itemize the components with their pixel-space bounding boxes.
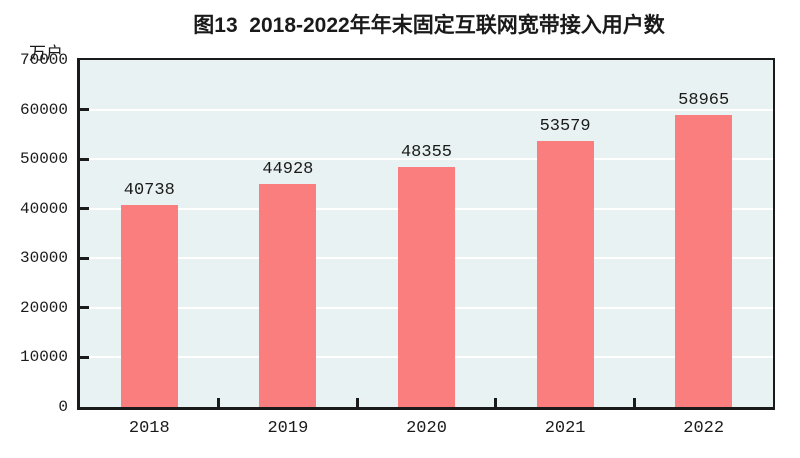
bar-value-label: 40738	[123, 181, 175, 201]
bar-value-label: 44928	[262, 160, 314, 180]
x-axis-label: 2021	[544, 419, 586, 438]
y-axis-tick	[80, 157, 89, 161]
x-axis-label: 2018	[128, 419, 170, 438]
y-axis-tick	[80, 207, 89, 211]
chart-title: 图13 2018-2022年年末固定互联网宽带接入用户数	[193, 14, 665, 37]
bar	[120, 205, 178, 407]
y-axis-tick	[80, 355, 89, 359]
plot-area: 40738 44928 48355 53579 58965	[77, 58, 775, 410]
x-axis-label: 2022	[683, 419, 725, 438]
y-tick-label: 10000	[19, 348, 68, 367]
bar	[259, 184, 317, 407]
y-tick-label: 50000	[19, 150, 68, 169]
bar	[398, 167, 455, 407]
x-axis-label: 2019	[267, 419, 309, 438]
x-axis-tick	[355, 398, 359, 407]
bar-value-label: 53579	[539, 117, 591, 137]
y-tick-label: 60000	[19, 100, 68, 119]
y-axis-tick	[80, 306, 89, 310]
y-tick-label: 30000	[19, 249, 68, 268]
y-axis-tick	[80, 108, 89, 112]
x-axis-tick	[217, 398, 221, 407]
bar	[536, 141, 594, 407]
x-axis-label: 2020	[406, 419, 447, 438]
bar-value-label: 48355	[400, 143, 452, 163]
y-tick-label: 40000	[19, 199, 68, 218]
grid-line	[80, 158, 773, 161]
y-axis-tick	[80, 256, 89, 260]
y-tick-label: 0	[58, 398, 68, 416]
x-axis-tick	[494, 398, 498, 407]
grid-line	[80, 108, 773, 111]
bar	[675, 114, 733, 407]
bar-value-label: 58965	[678, 90, 730, 110]
y-tick-label: 20000	[19, 298, 68, 317]
y-axis-unit-label: 万户	[29, 44, 63, 63]
x-axis-tick	[632, 398, 636, 407]
